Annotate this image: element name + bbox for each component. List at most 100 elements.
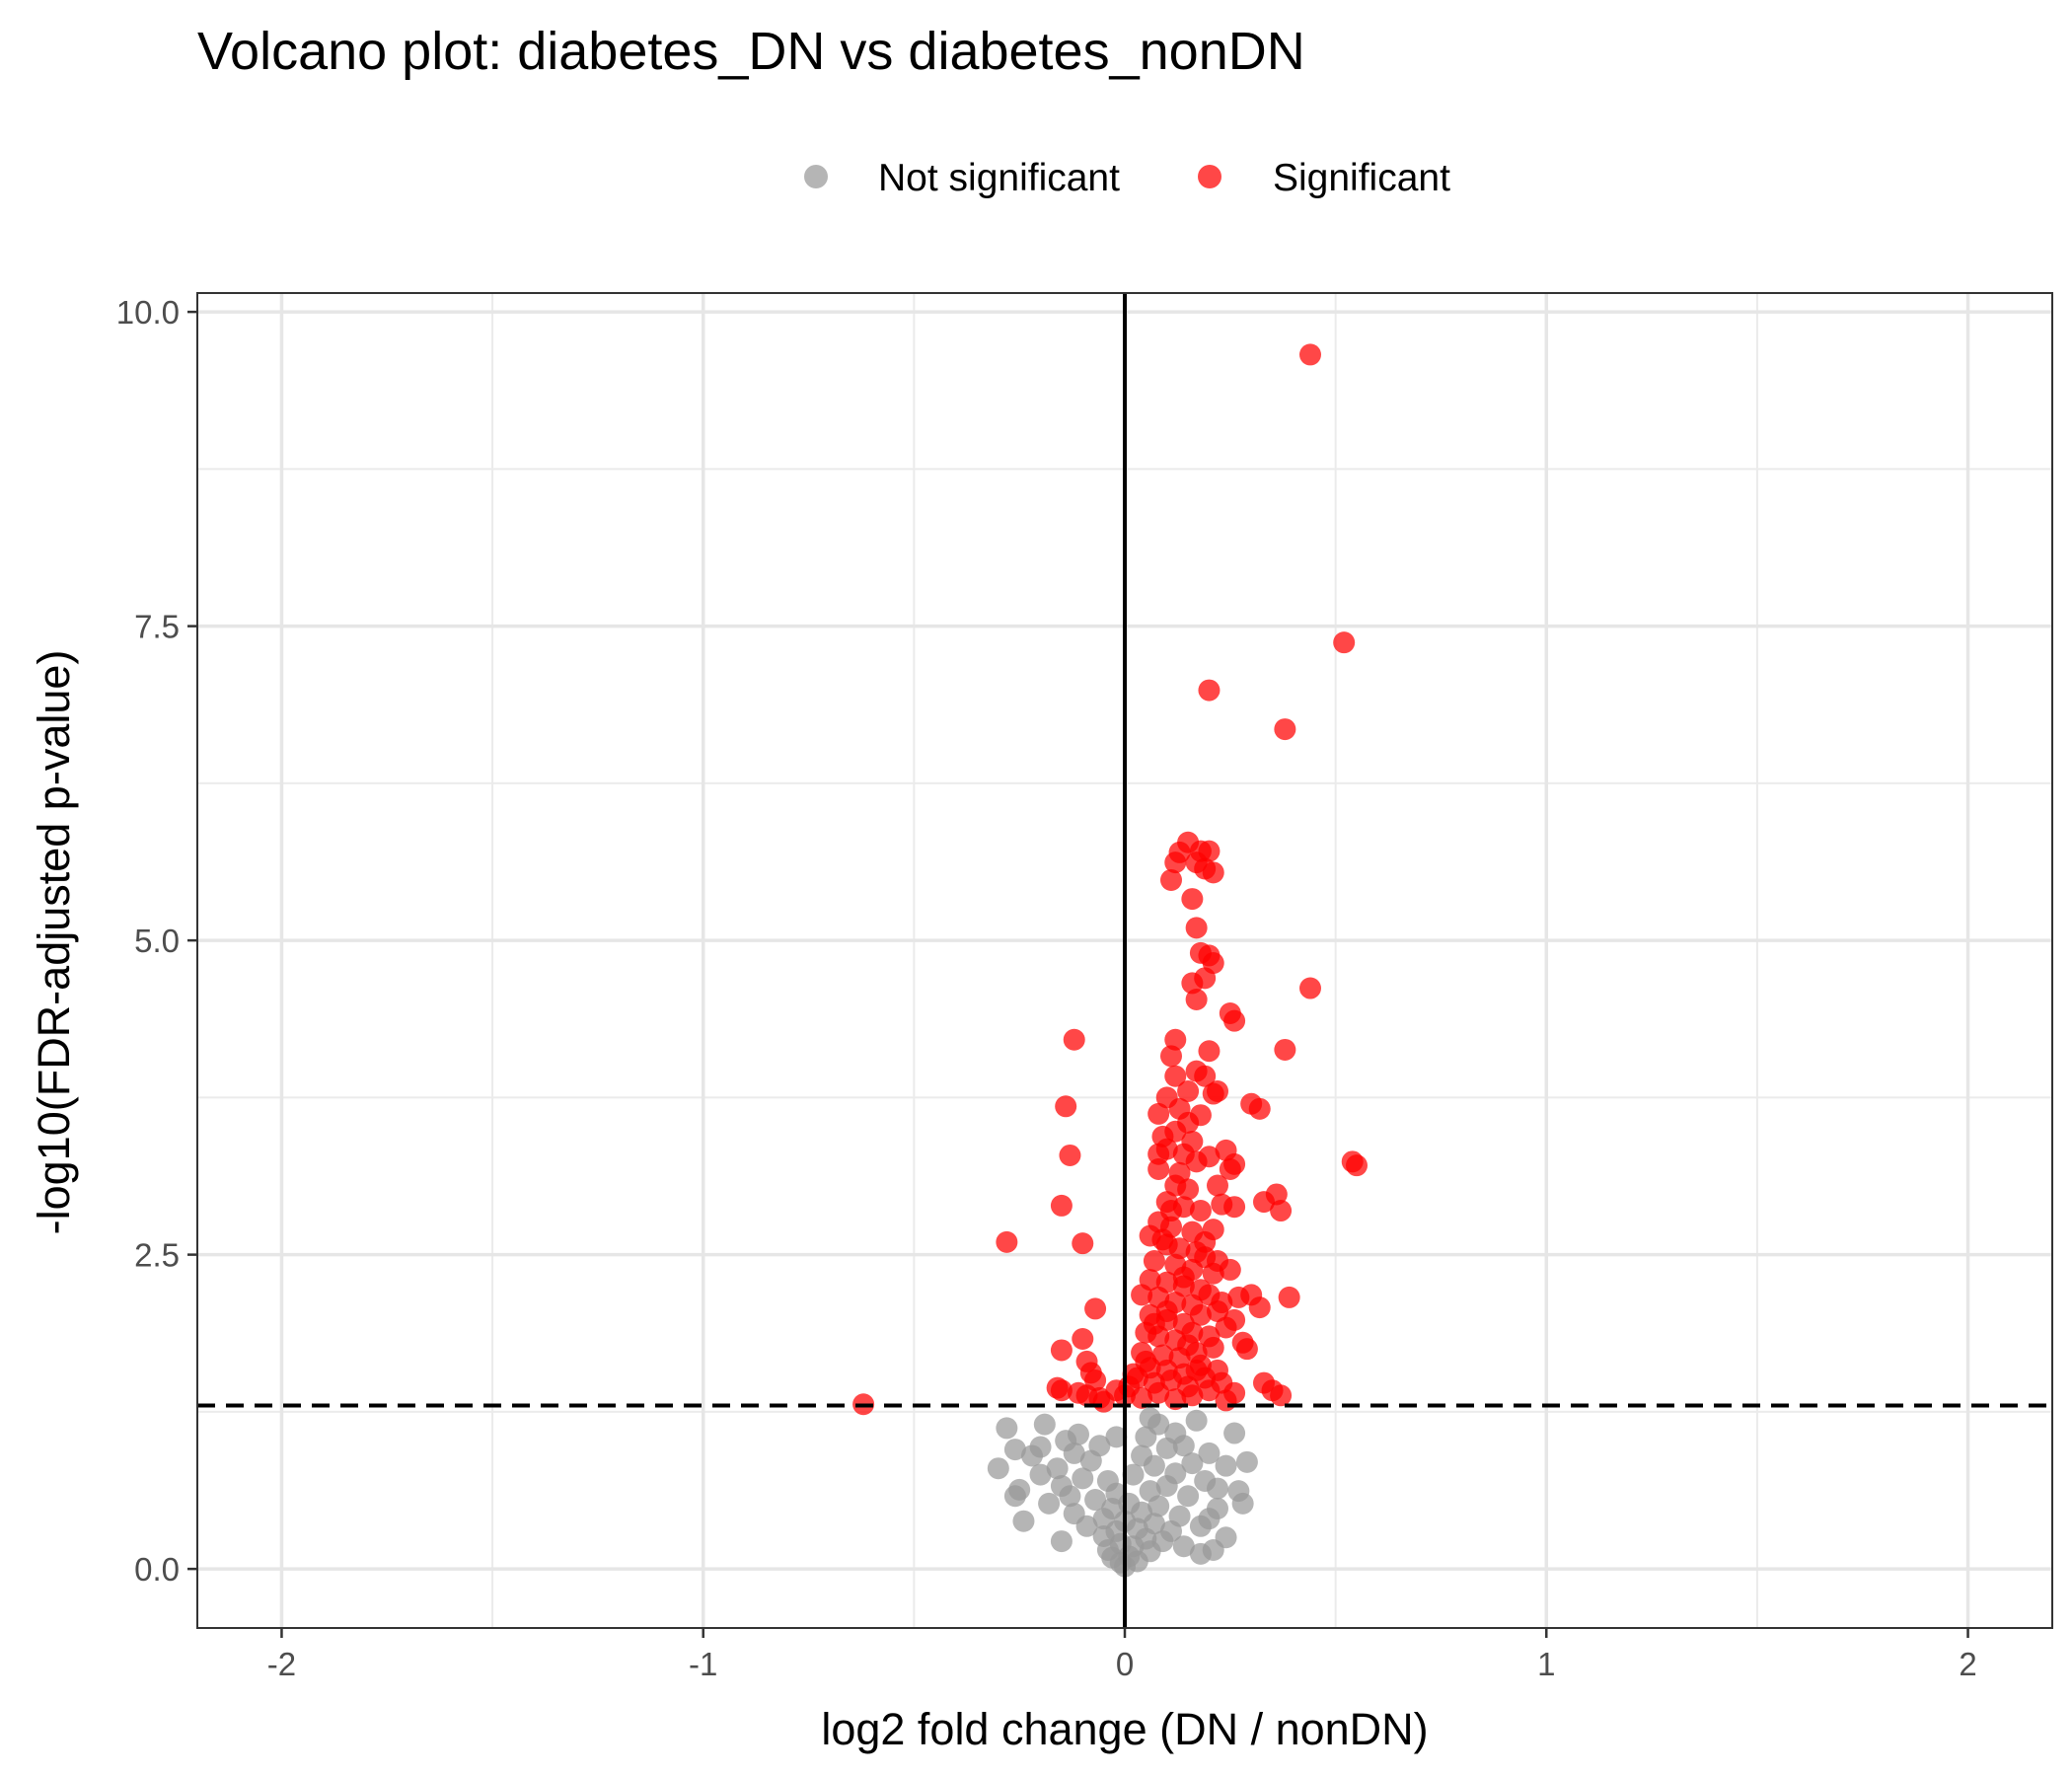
point-significant [1270, 1384, 1293, 1407]
point-not-significant [1029, 1463, 1052, 1486]
point-significant [1155, 1138, 1178, 1160]
legend-marker-significant [1198, 165, 1221, 188]
point-not-significant [1235, 1450, 1258, 1473]
point-not-significant [1147, 1495, 1170, 1517]
point-significant [1189, 1200, 1212, 1222]
point-significant [1235, 1338, 1258, 1361]
point-not-significant [1215, 1454, 1237, 1477]
point-not-significant [987, 1457, 1009, 1480]
point-significant [1160, 868, 1182, 891]
point-significant [1164, 851, 1187, 874]
point-not-significant [1215, 1526, 1237, 1549]
legend-marker-not-significant [804, 165, 828, 188]
point-significant [1050, 1194, 1073, 1217]
point-significant [1177, 1111, 1200, 1134]
point-not-significant [1072, 1467, 1094, 1490]
point-not-significant [1189, 1542, 1212, 1565]
point-significant [1211, 1292, 1233, 1314]
point-not-significant [1143, 1454, 1165, 1477]
point-not-significant [1207, 1477, 1228, 1500]
point-significant [1185, 1359, 1208, 1381]
point-significant [1072, 1232, 1094, 1255]
point-significant [1198, 679, 1221, 702]
point-not-significant [1029, 1436, 1052, 1458]
y-tick-label: 5.0 [134, 923, 180, 959]
point-significant [1185, 988, 1208, 1010]
point-not-significant [1207, 1497, 1228, 1519]
x-tick-label: 0 [1116, 1646, 1134, 1682]
point-significant [1177, 1334, 1200, 1357]
point-significant [996, 1230, 1018, 1253]
x-axis-title: log2 fold change (DN / nonDN) [821, 1704, 1428, 1754]
point-significant [1164, 1028, 1187, 1051]
plot-panel [196, 292, 2053, 1629]
y-axis-ticks: 0.0 2.5 5.0 7.5 10.0 [116, 294, 197, 1588]
point-not-significant [1172, 1535, 1195, 1558]
point-significant [1223, 1196, 1246, 1219]
point-not-significant [1046, 1457, 1069, 1480]
legend: Not significant Significant [804, 157, 1450, 199]
y-tick-label: 2.5 [134, 1237, 180, 1274]
point-significant [1177, 1178, 1200, 1201]
point-not-significant [1063, 1442, 1085, 1464]
point-not-significant [1172, 1435, 1195, 1457]
x-tick-label: 1 [1537, 1646, 1555, 1682]
point-not-significant [1033, 1413, 1056, 1436]
legend-label-significant: Significant [1273, 157, 1450, 199]
point-significant [1160, 1045, 1182, 1068]
point-significant [1219, 1258, 1241, 1281]
point-significant [1248, 1097, 1271, 1120]
point-significant [1198, 1146, 1221, 1168]
point-not-significant [1164, 1462, 1187, 1485]
point-significant [1185, 917, 1208, 939]
x-tick-label: -1 [689, 1646, 717, 1682]
point-significant [1346, 1154, 1368, 1177]
point-significant [1278, 1286, 1300, 1308]
point-significant [1050, 1379, 1073, 1402]
point-significant [1055, 1095, 1077, 1118]
y-tick-label: 7.5 [134, 609, 180, 645]
point-not-significant [1012, 1510, 1035, 1532]
point-significant [1198, 1040, 1221, 1063]
point-significant [1215, 1316, 1237, 1339]
point-not-significant [1177, 1485, 1200, 1508]
chart-title: Volcano plot: diabetes_DN vs diabetes_no… [197, 22, 1305, 81]
point-significant [1063, 1028, 1085, 1051]
point-not-significant [1003, 1485, 1026, 1508]
point-significant [1207, 1079, 1228, 1102]
point-not-significant [1185, 1409, 1208, 1432]
point-significant [1147, 1381, 1170, 1404]
point-not-significant [1050, 1530, 1073, 1553]
point-significant [1164, 1065, 1187, 1087]
point-significant [1299, 343, 1321, 366]
points-not-significant [987, 1407, 1258, 1578]
point-not-significant [1059, 1485, 1081, 1508]
point-not-significant [1075, 1515, 1098, 1537]
point-not-significant [1122, 1463, 1145, 1486]
point-significant [1207, 1174, 1228, 1197]
point-significant [1265, 1183, 1288, 1206]
point-significant [1177, 1079, 1200, 1102]
point-significant [1181, 888, 1204, 911]
point-significant [1147, 1102, 1170, 1125]
point-significant [1143, 1249, 1165, 1272]
y-tick-label: 0.0 [134, 1551, 180, 1588]
point-not-significant [1198, 1442, 1221, 1464]
point-not-significant [1168, 1505, 1191, 1527]
point-significant [1223, 1009, 1246, 1032]
point-significant [1059, 1144, 1081, 1166]
point-significant [1198, 1379, 1221, 1402]
point-significant [1215, 1389, 1237, 1412]
point-not-significant [1038, 1492, 1061, 1515]
point-significant [1072, 1327, 1094, 1350]
point-significant [1151, 1228, 1174, 1251]
point-significant [1181, 1384, 1204, 1407]
point-significant [1219, 1157, 1241, 1180]
point-significant [1248, 1296, 1271, 1319]
point-significant [1168, 1237, 1191, 1260]
point-significant [1147, 1157, 1170, 1180]
point-significant [1118, 1375, 1141, 1398]
point-significant [1202, 861, 1224, 884]
point-not-significant [1068, 1423, 1089, 1445]
